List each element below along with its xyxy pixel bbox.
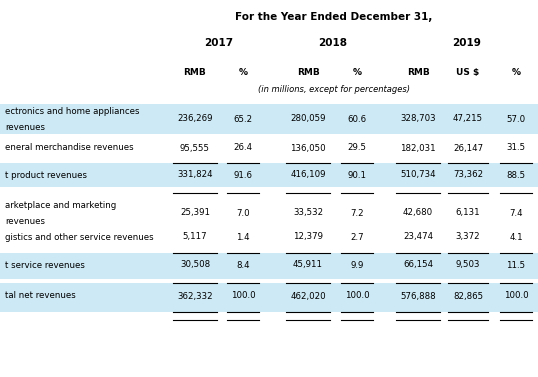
- Text: arketplace and marketing: arketplace and marketing: [5, 201, 116, 210]
- Text: 331,824: 331,824: [177, 170, 213, 179]
- Text: 2018: 2018: [318, 38, 347, 48]
- Text: 136,050: 136,050: [290, 144, 326, 153]
- Text: 7.4: 7.4: [509, 208, 523, 218]
- Text: For the Year Ended December 31,: For the Year Ended December 31,: [235, 12, 432, 22]
- Text: 11.5: 11.5: [506, 261, 526, 270]
- Text: t service revenues: t service revenues: [5, 261, 85, 270]
- Text: 182,031: 182,031: [400, 144, 436, 153]
- Text: 462,020: 462,020: [290, 291, 326, 300]
- Text: revenues: revenues: [5, 218, 45, 227]
- Text: 100.0: 100.0: [231, 291, 256, 300]
- Bar: [0, 163, 538, 187]
- Text: tal net revenues: tal net revenues: [5, 291, 76, 300]
- Text: 26.4: 26.4: [233, 144, 252, 153]
- Text: 1.4: 1.4: [236, 233, 250, 242]
- Text: 7.0: 7.0: [236, 208, 250, 218]
- Text: %: %: [352, 68, 362, 77]
- Bar: [0, 253, 538, 279]
- Text: 88.5: 88.5: [506, 170, 526, 179]
- Text: 29.5: 29.5: [348, 144, 366, 153]
- Text: 45,911: 45,911: [293, 261, 323, 270]
- Text: 57.0: 57.0: [506, 115, 526, 124]
- Text: 6,131: 6,131: [456, 208, 480, 218]
- Text: 23,474: 23,474: [403, 233, 433, 242]
- Text: %: %: [512, 68, 520, 77]
- Text: 2019: 2019: [452, 38, 482, 48]
- Text: 65.2: 65.2: [233, 115, 252, 124]
- Text: 236,269: 236,269: [177, 115, 213, 124]
- Text: 362,332: 362,332: [177, 291, 213, 300]
- Text: %: %: [238, 68, 247, 77]
- Bar: [0, 283, 538, 312]
- Text: 33,532: 33,532: [293, 208, 323, 218]
- Text: 95,555: 95,555: [180, 144, 210, 153]
- Text: 66,154: 66,154: [403, 261, 433, 270]
- Text: 47,215: 47,215: [453, 115, 483, 124]
- Text: 576,888: 576,888: [400, 291, 436, 300]
- Text: 510,734: 510,734: [400, 170, 436, 179]
- Text: 42,680: 42,680: [403, 208, 433, 218]
- Text: (in millions, except for percentages): (in millions, except for percentages): [258, 85, 409, 94]
- Text: 100.0: 100.0: [345, 291, 369, 300]
- Text: 4.1: 4.1: [509, 233, 523, 242]
- Text: 9,503: 9,503: [456, 261, 480, 270]
- Text: 25,391: 25,391: [180, 208, 210, 218]
- Text: 280,059: 280,059: [290, 115, 325, 124]
- Text: 90.1: 90.1: [348, 170, 366, 179]
- Text: 100.0: 100.0: [504, 291, 528, 300]
- Text: 3,372: 3,372: [456, 233, 480, 242]
- Text: 2.7: 2.7: [350, 233, 364, 242]
- Text: 5,117: 5,117: [183, 233, 207, 242]
- Text: 7.2: 7.2: [350, 208, 364, 218]
- Text: ectronics and home appliances: ectronics and home appliances: [5, 107, 139, 116]
- Text: RMB: RMB: [296, 68, 320, 77]
- Text: gistics and other service revenues: gistics and other service revenues: [5, 233, 154, 242]
- Text: 26,147: 26,147: [453, 144, 483, 153]
- Text: 73,362: 73,362: [453, 170, 483, 179]
- Text: 416,109: 416,109: [290, 170, 325, 179]
- Text: RMB: RMB: [183, 68, 207, 77]
- Text: revenues: revenues: [5, 124, 45, 132]
- Text: t product revenues: t product revenues: [5, 170, 87, 179]
- Text: 30,508: 30,508: [180, 261, 210, 270]
- Text: 9.9: 9.9: [350, 261, 364, 270]
- Text: 8.4: 8.4: [236, 261, 250, 270]
- Text: eneral merchandise revenues: eneral merchandise revenues: [5, 144, 133, 153]
- Text: US $: US $: [456, 68, 479, 77]
- Text: 60.6: 60.6: [348, 115, 366, 124]
- Text: 31.5: 31.5: [506, 144, 526, 153]
- Text: RMB: RMB: [407, 68, 429, 77]
- Bar: [0, 104, 538, 134]
- Text: 12,379: 12,379: [293, 233, 323, 242]
- Text: 91.6: 91.6: [233, 170, 252, 179]
- Text: 2017: 2017: [204, 38, 233, 48]
- Text: 82,865: 82,865: [453, 291, 483, 300]
- Text: 328,703: 328,703: [400, 115, 436, 124]
